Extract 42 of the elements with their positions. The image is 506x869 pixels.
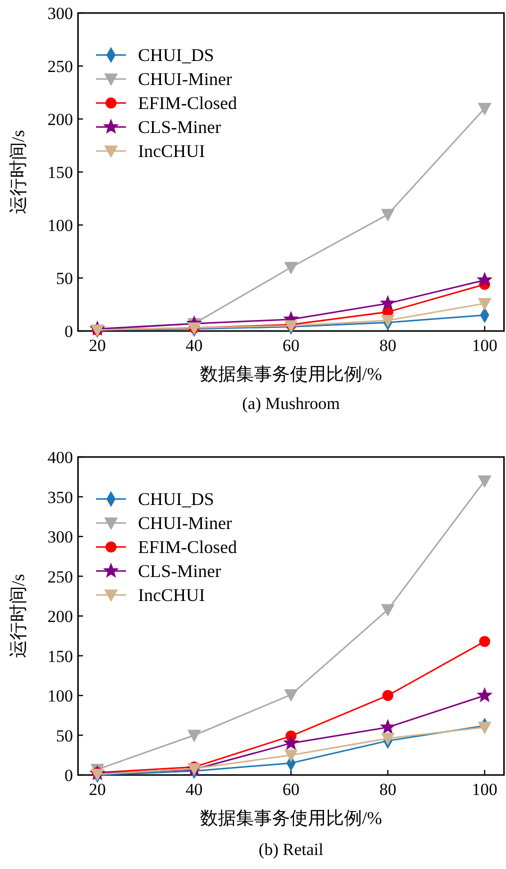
y-tick-label: 300 bbox=[48, 4, 73, 23]
x-axis-title: 数据集事务使用比例/% bbox=[200, 808, 382, 828]
text: (a) Mushroom bbox=[242, 394, 340, 413]
legend-label: EFIM-Closed bbox=[138, 537, 237, 557]
x-tick-label: 100 bbox=[472, 336, 498, 355]
y-tick-label: 50 bbox=[56, 269, 73, 288]
legend-label: IncCHUI bbox=[138, 141, 205, 161]
y-tick-label: 200 bbox=[48, 607, 73, 626]
text: (b) Retail bbox=[258, 840, 324, 859]
y-tick-label: 400 bbox=[48, 448, 73, 467]
x-tick-label: 80 bbox=[379, 780, 396, 799]
legend-label: CLS-Miner bbox=[138, 561, 221, 581]
x-tick-label: 60 bbox=[282, 336, 300, 355]
y-tick-label: 250 bbox=[48, 567, 73, 586]
legend-label: CLS-Miner bbox=[138, 117, 221, 137]
y-tick-label: 250 bbox=[48, 57, 73, 76]
x-tick-label: 40 bbox=[186, 780, 203, 799]
x-tick-label: 60 bbox=[282, 780, 300, 799]
x-tick-label: 20 bbox=[88, 780, 106, 799]
y-axis-title: 运行时间/s bbox=[8, 574, 28, 658]
x-tick-label: 40 bbox=[186, 336, 203, 355]
y-tick-label: 0 bbox=[64, 322, 73, 341]
legend-label: CHUI-Miner bbox=[138, 69, 232, 89]
y-tick-label: 150 bbox=[48, 163, 73, 182]
x-tick-label: 100 bbox=[472, 780, 498, 799]
y-tick-label: 200 bbox=[48, 110, 73, 129]
legend-label: CHUI-Miner bbox=[138, 513, 232, 533]
legend-label: CHUI_DS bbox=[138, 489, 214, 509]
y-tick-label: 150 bbox=[48, 646, 73, 666]
x-tick-label: 80 bbox=[379, 336, 396, 355]
y-tick-label: 300 bbox=[48, 528, 73, 546]
x-tick-label: 20 bbox=[88, 336, 106, 355]
y-tick-label: 100 bbox=[48, 686, 73, 706]
x-axis-title: 数据集事务使用比例/% bbox=[200, 364, 382, 384]
legend-label: IncCHUI bbox=[138, 585, 205, 605]
y-axis-title: 运行时间/s bbox=[8, 130, 28, 214]
y-tick-label: 100 bbox=[48, 216, 73, 235]
y-tick-label: 0 bbox=[64, 766, 73, 785]
y-tick-label: 350 bbox=[48, 488, 73, 507]
legend-label: EFIM-Closed bbox=[138, 93, 237, 113]
y-tick-label: 50 bbox=[56, 726, 73, 746]
legend-label: CHUI_DS bbox=[138, 45, 214, 65]
